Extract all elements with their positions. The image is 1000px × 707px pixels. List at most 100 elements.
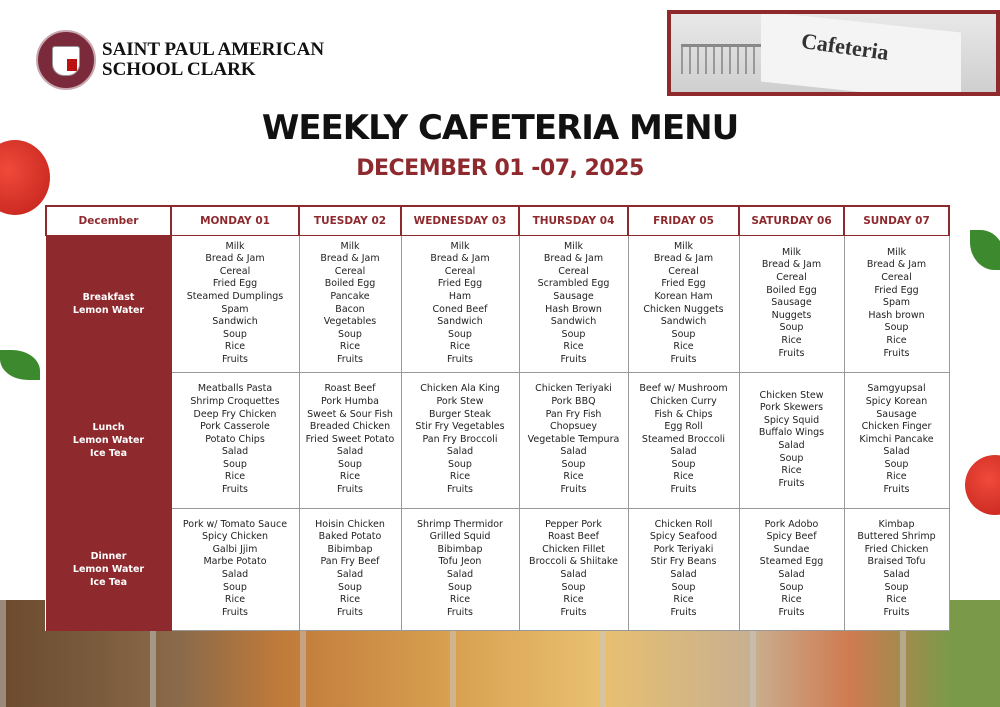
menu-item: Shrimp Croquettes (190, 395, 280, 407)
menu-item: Hash Brown (545, 303, 602, 315)
menu-item: Cereal (881, 272, 912, 284)
menu-item: Buttered Shrimp (857, 531, 936, 543)
menu-item: Burger Steak (428, 408, 491, 420)
meal-label-line: Ice Tea (90, 576, 127, 588)
menu-item: Rice (449, 341, 471, 353)
menu-item: Fruits (883, 484, 910, 496)
menu-item: Pork Humba (321, 395, 379, 407)
menu-item: Rice (673, 341, 694, 353)
menu-item: Pork Skewers (759, 402, 824, 414)
menu-item: Rice (673, 594, 694, 606)
menu-item: Hoisin Chicken (315, 518, 385, 530)
menu-item: Pan Fry Broccoli (422, 433, 498, 445)
menu-item: Cereal (776, 272, 807, 284)
menu-cell: Milk Bread & Jam Cereal Fried Egg Spam Hash b… (843, 234, 950, 373)
menu-item: Cereal (558, 265, 589, 277)
menu-cell: Chicken Stew Pork Skewers Spicy Squid Buffa… (738, 371, 845, 509)
school-name-line1: SAINT PAUL AMERICAN (102, 39, 325, 60)
menu-item: Sausage (876, 408, 917, 420)
menu-item: Soup (884, 581, 909, 593)
menu-item: Sausage (771, 297, 812, 309)
menu-item: Pan Fry Beef (320, 556, 380, 568)
menu-item: Soup (671, 328, 696, 340)
menu-cell: Pork w/ Tomato Sauce Spicy Chicken Galbi J… (170, 507, 300, 631)
menu-item: Stir Fry Vegetables (415, 421, 505, 433)
menu-item: Pepper Pork (545, 518, 602, 530)
menu-item: Cereal (219, 265, 251, 277)
menu-item: Soup (338, 458, 362, 470)
menu-item: Milk (225, 240, 245, 252)
menu-cell: Chicken Teriyaki Pork BBQ Pan Fry Fish Chop… (518, 371, 629, 509)
menu-item: Sweet & Sour Fish (307, 408, 393, 420)
menu-item: Milk (674, 240, 693, 252)
menu-item: Spicy Korean (865, 395, 928, 407)
menu-item: Soup (561, 581, 586, 593)
leaf-decoration (970, 230, 1000, 270)
menu-item: Stir Fry Beans (650, 556, 717, 568)
menu-item: Rice (449, 471, 471, 483)
menu-item: Spam (221, 303, 249, 315)
day-header: MONDAY 01 (170, 205, 300, 236)
menu-item: Roast Beef (547, 531, 600, 543)
menu-item: Shrimp Thermidor (417, 518, 503, 530)
menu-item: Pork Adobo (764, 518, 819, 530)
menu-item: Scrambled Egg (537, 278, 610, 290)
menu-item: Spicy Squid (763, 414, 820, 426)
menu-item: Soup (779, 452, 804, 464)
menu-item: Fried Egg (661, 278, 706, 290)
menu-item: Rice (673, 471, 694, 483)
menu-item: Rice (563, 594, 584, 606)
menu-item: Soup (338, 328, 362, 340)
menu-cell: Beef w/ Mushroom Chicken Curry Fish & Chip… (627, 371, 740, 509)
menu-item: Milk (450, 240, 470, 252)
menu-item: Sundae (773, 543, 810, 555)
menu-item: Fried Egg (437, 278, 483, 290)
menu-item: Soup (223, 458, 247, 470)
menu-item: Samgyupsal (867, 383, 926, 395)
corner-label: December (45, 205, 172, 236)
menu-item: Chicken Curry (650, 395, 717, 407)
menu-item: Salad (221, 446, 249, 458)
menu-cell: Meatballs Pasta Shrimp Croquettes Deep Fry… (170, 371, 300, 509)
menu-item: Kimchi Pancake (859, 433, 934, 445)
day-header: TUESDAY 02 (298, 205, 402, 236)
menu-cell: Chicken Roll Spicy Seafood Pork Teriyaki St… (627, 507, 740, 631)
menu-item: Fruits (670, 484, 697, 496)
menu-item: Soup (448, 458, 472, 470)
menu-item: Fruits (221, 606, 248, 618)
day-header: SATURDAY 06 (738, 205, 845, 236)
menu-item: Sandwich (660, 316, 707, 328)
menu-item: Soup (338, 581, 362, 593)
meal-row: Lunch Lemon Water Ice Tea Meatballs Pasta Sh… (45, 371, 950, 509)
menu-item: Milk (564, 240, 583, 252)
school-logo (36, 30, 96, 90)
menu-cell: Shrimp Thermidor Grilled Squid Bibimbap Tof… (400, 507, 520, 631)
menu-item: Fruits (221, 353, 248, 365)
menu-item: Chicken Nuggets (643, 303, 724, 315)
menu-item: Tofu Jeon (438, 556, 482, 568)
menu-item: Rice (339, 471, 361, 483)
menu-cell: Kimbap Buttered Shrimp Fried Chicken Braise… (843, 507, 950, 631)
menu-item: Fruits (883, 347, 910, 359)
menu-item: Buffalo Wings (758, 427, 825, 439)
menu-item: Bacon (335, 303, 365, 315)
menu-item: Rice (781, 334, 802, 346)
menu-item: Fruits (778, 347, 805, 359)
page-title: WEEKLY CAFETERIA MENU (261, 108, 739, 148)
menu-item: Cereal (668, 265, 699, 277)
menu-item: Baked Potato (318, 531, 382, 543)
meal-label-line: Lemon Water (72, 434, 145, 446)
menu-item: Pan Fry Fish (545, 408, 602, 420)
menu-item: Vegetables (323, 316, 377, 328)
menu-item: Salad (446, 569, 474, 580)
menu-item: Roast Beef (324, 383, 376, 395)
menu-cell: Milk Bread & Jam Cereal Boiled Egg Pancake Ba… (298, 234, 402, 373)
menu-item: Rice (886, 594, 907, 606)
menu-item: Rice (224, 594, 246, 606)
menu-item: Salad (883, 569, 910, 580)
menu-item: Fruits (560, 353, 587, 365)
menu-item: Vegetable Tempura (527, 433, 620, 445)
menu-item: Grilled Squid (429, 531, 491, 543)
menu-item: Ham (448, 290, 472, 302)
menu-item: Pork Stew (436, 395, 484, 407)
